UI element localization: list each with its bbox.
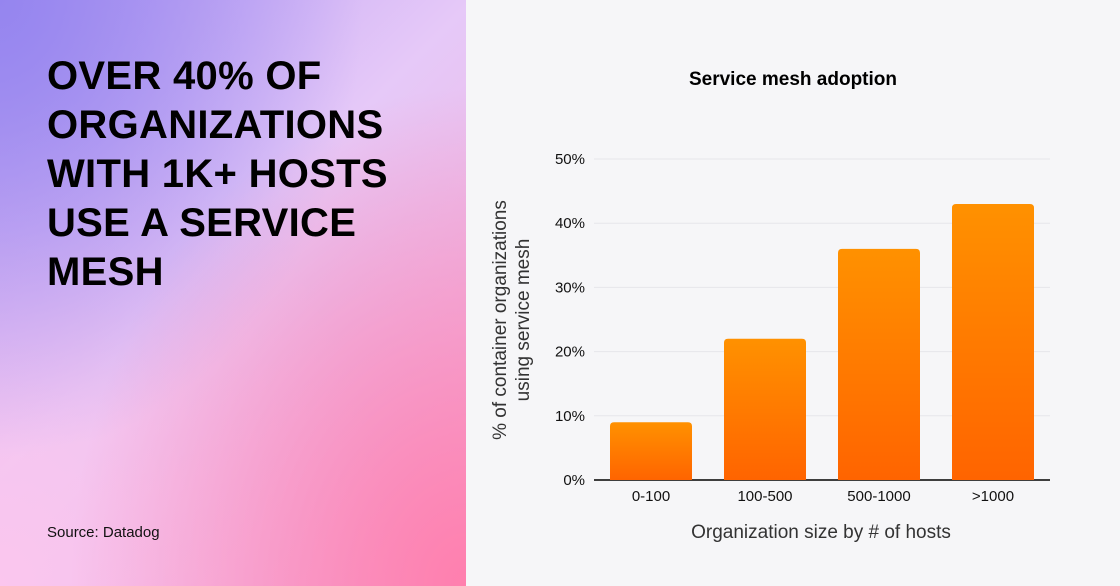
y-axis-label-line2: using service mesh (513, 239, 534, 402)
bar-500-1000 (838, 248, 920, 480)
bar-chart: Service mesh adoption 0% 10% 20% 30% 40% 50% 0… (490, 69, 1050, 543)
x-axis-label: Organization size by # of hosts (691, 522, 951, 543)
x-tick-label: 0-100 (632, 488, 670, 505)
y-tick-label: 20% (555, 344, 585, 361)
bar-100-500 (724, 338, 806, 480)
y-axis-label-line1: % of container organizations (490, 200, 511, 440)
headline-panel: OVER 40% OF ORGANIZATIONS WITH 1K+ HOSTS… (0, 0, 466, 586)
x-tick-label: 100-500 (737, 488, 792, 505)
source-note: Source: Datadog (47, 524, 160, 541)
y-tick-label: 50% (555, 151, 585, 168)
bar-0-100 (610, 422, 692, 480)
bar->1000 (952, 203, 1034, 480)
y-tick-label: 0% (563, 472, 585, 489)
x-tick-label: 500-1000 (847, 488, 910, 505)
y-tick-label: 30% (555, 279, 585, 296)
x-tick-label: >1000 (972, 488, 1014, 505)
y-tick-label: 40% (555, 215, 585, 232)
headline: OVER 40% OF ORGANIZATIONS WITH 1K+ HOSTS… (47, 54, 388, 294)
y-tick-label: 10% (555, 408, 585, 425)
chart-title: Service mesh adoption (689, 69, 897, 90)
